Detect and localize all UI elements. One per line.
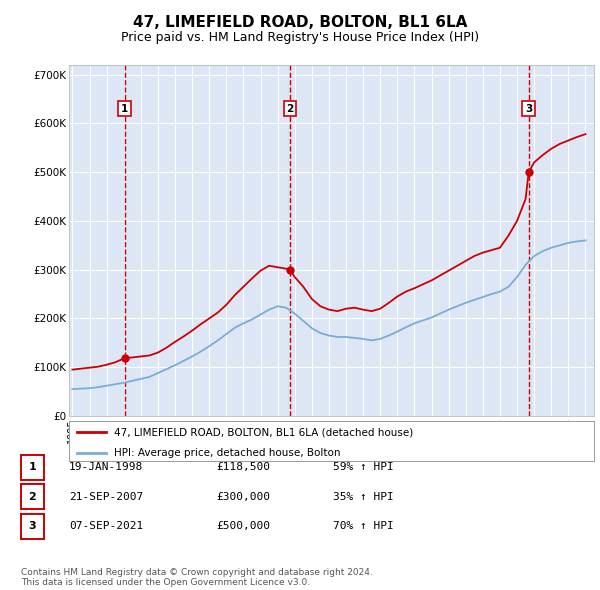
Text: 21-SEP-2007: 21-SEP-2007 <box>69 492 143 502</box>
Text: 19-JAN-1998: 19-JAN-1998 <box>69 463 143 472</box>
Text: 70% ↑ HPI: 70% ↑ HPI <box>333 522 394 531</box>
Text: £500,000: £500,000 <box>216 522 270 531</box>
Text: 3: 3 <box>525 104 532 114</box>
Text: Price paid vs. HM Land Registry's House Price Index (HPI): Price paid vs. HM Land Registry's House … <box>121 31 479 44</box>
Text: 35% ↑ HPI: 35% ↑ HPI <box>333 492 394 502</box>
Text: HPI: Average price, detached house, Bolton: HPI: Average price, detached house, Bolt… <box>113 448 340 458</box>
Text: 1: 1 <box>121 104 128 114</box>
Text: £300,000: £300,000 <box>216 492 270 502</box>
Text: 07-SEP-2021: 07-SEP-2021 <box>69 522 143 531</box>
Text: Contains HM Land Registry data © Crown copyright and database right 2024.
This d: Contains HM Land Registry data © Crown c… <box>21 568 373 587</box>
Text: 2: 2 <box>29 492 36 502</box>
Text: 3: 3 <box>29 522 36 531</box>
Text: 59% ↑ HPI: 59% ↑ HPI <box>333 463 394 472</box>
Text: 2: 2 <box>286 104 293 114</box>
Text: 47, LIMEFIELD ROAD, BOLTON, BL1 6LA: 47, LIMEFIELD ROAD, BOLTON, BL1 6LA <box>133 15 467 30</box>
Text: 1: 1 <box>29 463 36 472</box>
Text: £118,500: £118,500 <box>216 463 270 472</box>
Text: 47, LIMEFIELD ROAD, BOLTON, BL1 6LA (detached house): 47, LIMEFIELD ROAD, BOLTON, BL1 6LA (det… <box>113 428 413 438</box>
